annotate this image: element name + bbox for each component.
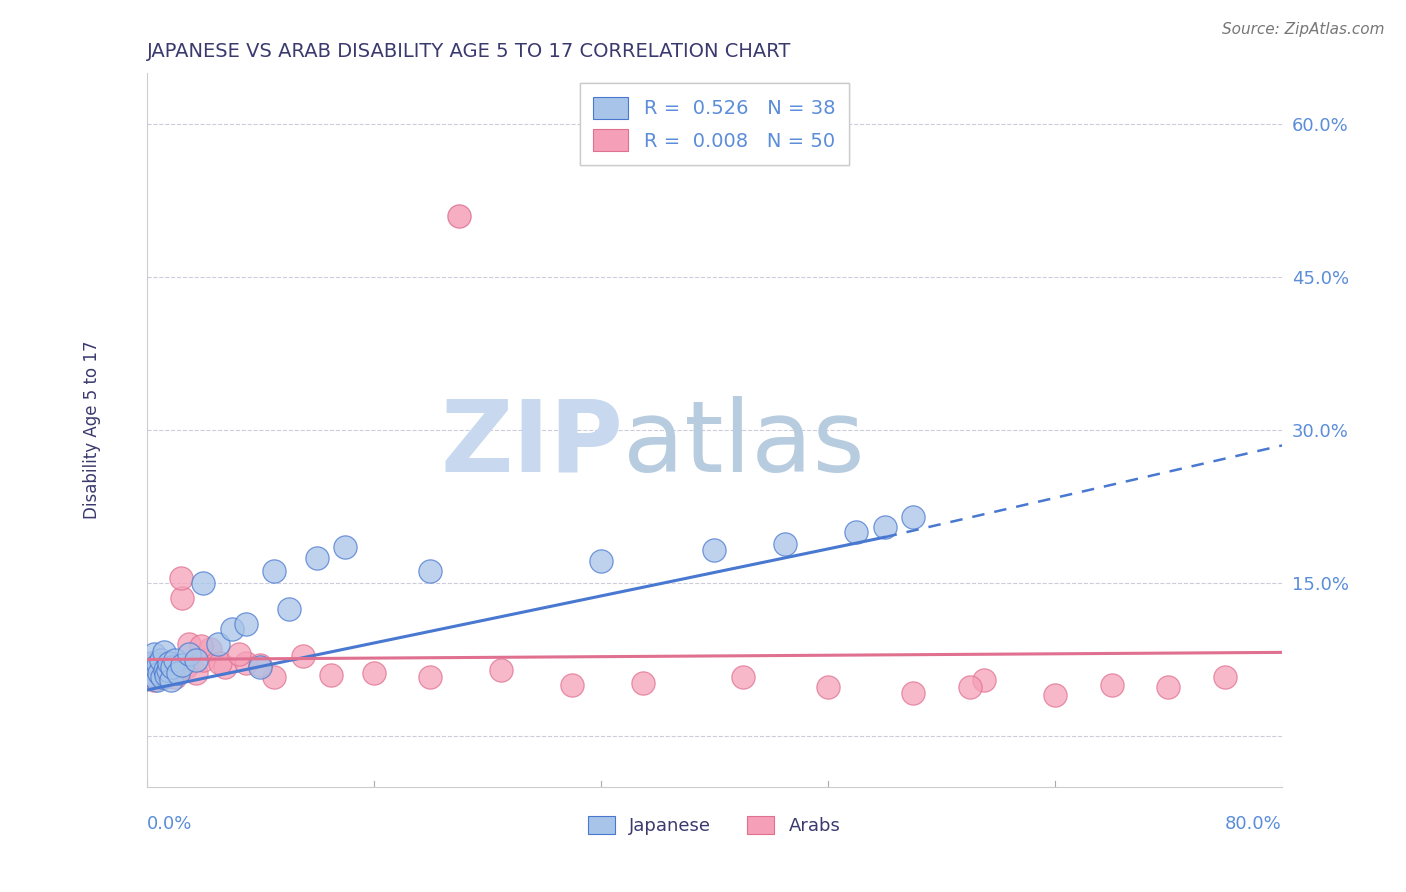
Point (141, 657, 163, 672)
Point (149, 668, 172, 682)
Point (166, 657, 188, 672)
Point (973, 673, 995, 687)
Point (959, 680, 981, 694)
Point (160, 663, 183, 677)
Point (363, 665, 385, 680)
Point (150, 663, 173, 677)
Point (160, 659, 183, 673)
Legend: R =  0.526   N = 38, R =  0.008   N = 50: R = 0.526 N = 38, R = 0.008 N = 50 (579, 83, 849, 165)
Point (319, 668, 342, 682)
Point (419, 670, 441, 684)
Point (156, 656, 179, 670)
Point (263, 564, 285, 578)
Point (166, 665, 188, 680)
Point (335, 541, 357, 555)
Point (143, 659, 166, 673)
Point (190, 640, 212, 654)
Point (193, 652, 215, 666)
Point (146, 657, 169, 672)
Point (561, 678, 583, 692)
Point (142, 648, 165, 662)
Point (845, 525, 868, 540)
Point (172, 591, 194, 606)
Point (249, 659, 271, 673)
Point (172, 657, 194, 672)
Point (1157, 680, 1180, 694)
Point (773, 537, 796, 551)
Point (163, 652, 186, 666)
Point (155, 665, 177, 680)
Point (152, 645, 174, 659)
Point (447, 209, 470, 223)
Point (200, 642, 222, 657)
Point (146, 670, 169, 684)
Point (1043, 688, 1066, 702)
Point (1213, 670, 1236, 684)
Point (291, 649, 314, 664)
Point (139, 656, 162, 670)
Point (901, 686, 924, 700)
Point (703, 543, 725, 558)
Point (142, 673, 165, 687)
Point (159, 659, 181, 673)
Point (153, 670, 176, 684)
Text: Disability Age 5 to 17: Disability Age 5 to 17 (83, 341, 101, 519)
Point (148, 665, 170, 680)
Point (186, 652, 208, 666)
Point (419, 564, 441, 578)
Point (817, 680, 839, 694)
Text: JAPANESE VS ARAB DISABILITY AGE 5 TO 17 CORRELATION CHART: JAPANESE VS ARAB DISABILITY AGE 5 TO 17 … (146, 42, 792, 61)
Point (235, 656, 257, 670)
Point (145, 665, 167, 680)
Point (163, 670, 186, 684)
Point (136, 665, 159, 680)
Point (228, 648, 250, 662)
Point (186, 665, 208, 680)
Point (179, 637, 201, 651)
Text: 80.0%: 80.0% (1225, 815, 1282, 833)
Text: 0.0%: 0.0% (146, 815, 193, 833)
Point (169, 571, 191, 585)
Text: atlas: atlas (623, 396, 865, 493)
Point (214, 659, 236, 673)
Point (150, 670, 173, 684)
Point (491, 663, 513, 677)
Point (148, 659, 170, 673)
Point (143, 656, 166, 670)
Point (209, 656, 232, 670)
Point (901, 509, 924, 524)
Point (1101, 678, 1123, 692)
Text: Source: ZipAtlas.com: Source: ZipAtlas.com (1222, 22, 1385, 37)
Point (731, 670, 754, 684)
Point (141, 668, 163, 682)
Point (155, 668, 177, 682)
Text: ZIP: ZIP (440, 396, 623, 493)
Point (138, 659, 160, 673)
Point (179, 648, 201, 662)
Point (263, 670, 285, 684)
Point (249, 657, 271, 672)
Point (139, 670, 162, 684)
Point (176, 659, 198, 673)
Point (193, 576, 215, 591)
Point (153, 663, 176, 677)
Point (207, 637, 229, 651)
Point (305, 550, 328, 565)
Point (138, 659, 160, 673)
Point (235, 616, 257, 631)
Point (156, 663, 179, 677)
Point (873, 520, 896, 534)
Point (152, 656, 174, 670)
Point (145, 673, 167, 687)
Point (589, 554, 612, 568)
Point (159, 673, 181, 687)
Point (277, 601, 299, 615)
Point (633, 676, 655, 690)
Point (157, 656, 180, 670)
Point (221, 622, 243, 636)
Point (149, 652, 172, 666)
Point (157, 668, 180, 682)
